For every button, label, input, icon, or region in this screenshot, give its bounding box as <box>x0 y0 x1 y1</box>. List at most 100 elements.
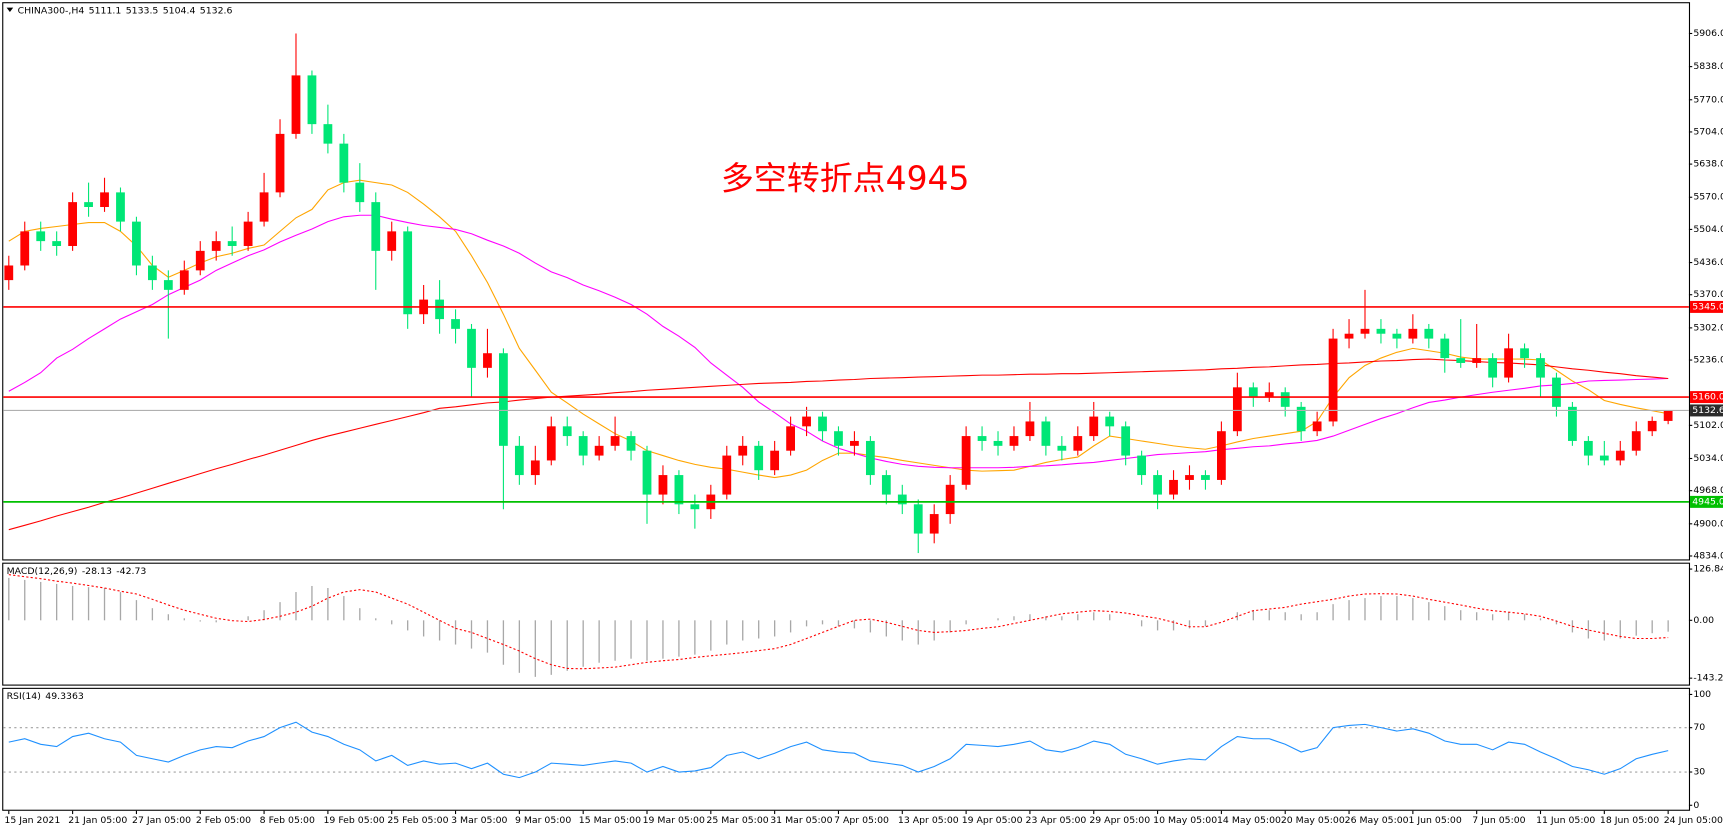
candle-body <box>1073 436 1083 451</box>
indicator-label: MACD(12,26,9) <box>7 566 78 577</box>
candle-body <box>1536 358 1545 378</box>
candle-body <box>1041 421 1051 446</box>
candle-body <box>291 75 301 134</box>
level-label-box <box>1690 300 1723 313</box>
candle-body <box>1488 358 1498 378</box>
candle-body <box>1408 328 1418 339</box>
candle-body <box>1217 431 1226 480</box>
candle-body <box>1248 387 1258 398</box>
candle-body <box>754 445 764 471</box>
candle-body <box>387 231 397 251</box>
x-tick-label: 14 May 05:00 <box>1217 815 1281 826</box>
y-tick-label: 5236.0 <box>1693 355 1723 366</box>
candle-body <box>865 440 875 476</box>
x-tick-label: 7 Jun 05:00 <box>1472 815 1525 826</box>
candle-body <box>211 241 221 251</box>
moving-average <box>8 358 1669 531</box>
level-label: 5345.0 <box>1692 301 1723 312</box>
candle-body <box>36 231 46 242</box>
candle-body <box>147 265 157 281</box>
candle-body <box>323 124 333 144</box>
chart-title: CHINA300-,H4 <box>18 5 85 16</box>
x-tick-label: 26 May 05:00 <box>1345 815 1409 826</box>
candle-body <box>945 484 955 515</box>
close-value: 5132.6 <box>200 5 233 16</box>
candle-body <box>594 445 604 456</box>
candle-body <box>339 143 349 183</box>
price-label-box <box>1690 404 1723 417</box>
y-tick-label: 5302.0 <box>1693 322 1723 333</box>
x-tick-label: 31 Mar 05:00 <box>770 815 832 826</box>
candle-body <box>243 221 253 246</box>
y-tick-label: 5638.0 <box>1693 159 1723 170</box>
x-tick-label: 1 Jun 05:00 <box>1408 815 1461 826</box>
candle-body <box>1137 455 1147 476</box>
candle-body <box>1264 392 1274 398</box>
x-tick-label: 15 Mar 05:00 <box>579 815 641 826</box>
candle-body <box>1328 338 1338 422</box>
candle-body <box>1568 406 1577 441</box>
candle-body <box>562 426 572 437</box>
price-panel-frame <box>2 2 1691 561</box>
candle-body <box>435 299 444 320</box>
candle-body <box>1520 348 1529 359</box>
y-tick-label: 4968.0 <box>1693 485 1723 496</box>
high-value: 5133.5 <box>126 5 159 16</box>
x-tick-label: 19 Apr 05:00 <box>962 815 1023 826</box>
candle-body <box>1312 421 1322 432</box>
y-tick-label: -143.2 <box>1693 673 1723 684</box>
candle-body <box>227 241 237 246</box>
x-tick-label: 3 Mar 05:00 <box>451 815 507 826</box>
candle-body <box>1057 445 1067 451</box>
candle-body <box>786 426 795 451</box>
candle-body <box>897 494 907 505</box>
candle-body <box>1169 479 1178 495</box>
candle-body <box>1201 475 1210 480</box>
candle-body <box>499 353 508 446</box>
y-tick-label: 5838.0 <box>1693 61 1723 72</box>
candle-body <box>52 241 62 246</box>
candle-body <box>1424 328 1434 339</box>
y-tick-label: 70 <box>1693 722 1705 733</box>
candle-body <box>451 319 460 329</box>
candle-body <box>20 231 30 266</box>
candle-body <box>371 202 381 251</box>
x-tick-label: 9 Mar 05:00 <box>515 815 571 826</box>
candle-body <box>259 192 269 222</box>
x-tick-label: 27 Jan 05:00 <box>132 815 191 826</box>
candle-body <box>850 440 859 446</box>
rsi-line <box>8 721 1669 779</box>
candle-body <box>977 436 987 441</box>
x-tick-label: 20 May 05:00 <box>1281 815 1345 826</box>
y-tick-label: 5906.0 <box>1693 28 1723 39</box>
candle-body <box>722 455 732 495</box>
x-tick-label: 11 Jun 05:00 <box>1536 815 1595 826</box>
x-tick-label: 23 Apr 05:00 <box>1026 815 1087 826</box>
candle-body <box>68 202 78 246</box>
candle-body <box>993 440 1003 446</box>
y-tick-label: 4834.0 <box>1693 551 1723 562</box>
level-label-box <box>1690 391 1723 404</box>
candle-body <box>355 182 365 203</box>
candle-body <box>84 202 93 207</box>
candle-body <box>546 426 556 461</box>
candle-body <box>1599 455 1609 461</box>
candle-body <box>179 270 189 290</box>
candle-body <box>1552 377 1561 407</box>
x-tick-label: 25 Feb 05:00 <box>387 815 448 826</box>
x-tick-label: 18 Jun 05:00 <box>1600 815 1659 826</box>
low-value: 5104.4 <box>163 5 196 16</box>
candle-body <box>1504 348 1513 378</box>
candle-body <box>1615 450 1625 461</box>
candle-body <box>1583 440 1593 456</box>
candle-body <box>1663 410 1673 421</box>
y-tick-label: 5436.0 <box>1693 257 1723 268</box>
candle-body <box>738 445 748 456</box>
candle-body <box>100 192 109 207</box>
candle-body <box>1185 475 1194 480</box>
candle-body <box>578 436 588 456</box>
candle-body <box>881 475 891 495</box>
y-tick-label: 0 <box>1693 800 1699 811</box>
